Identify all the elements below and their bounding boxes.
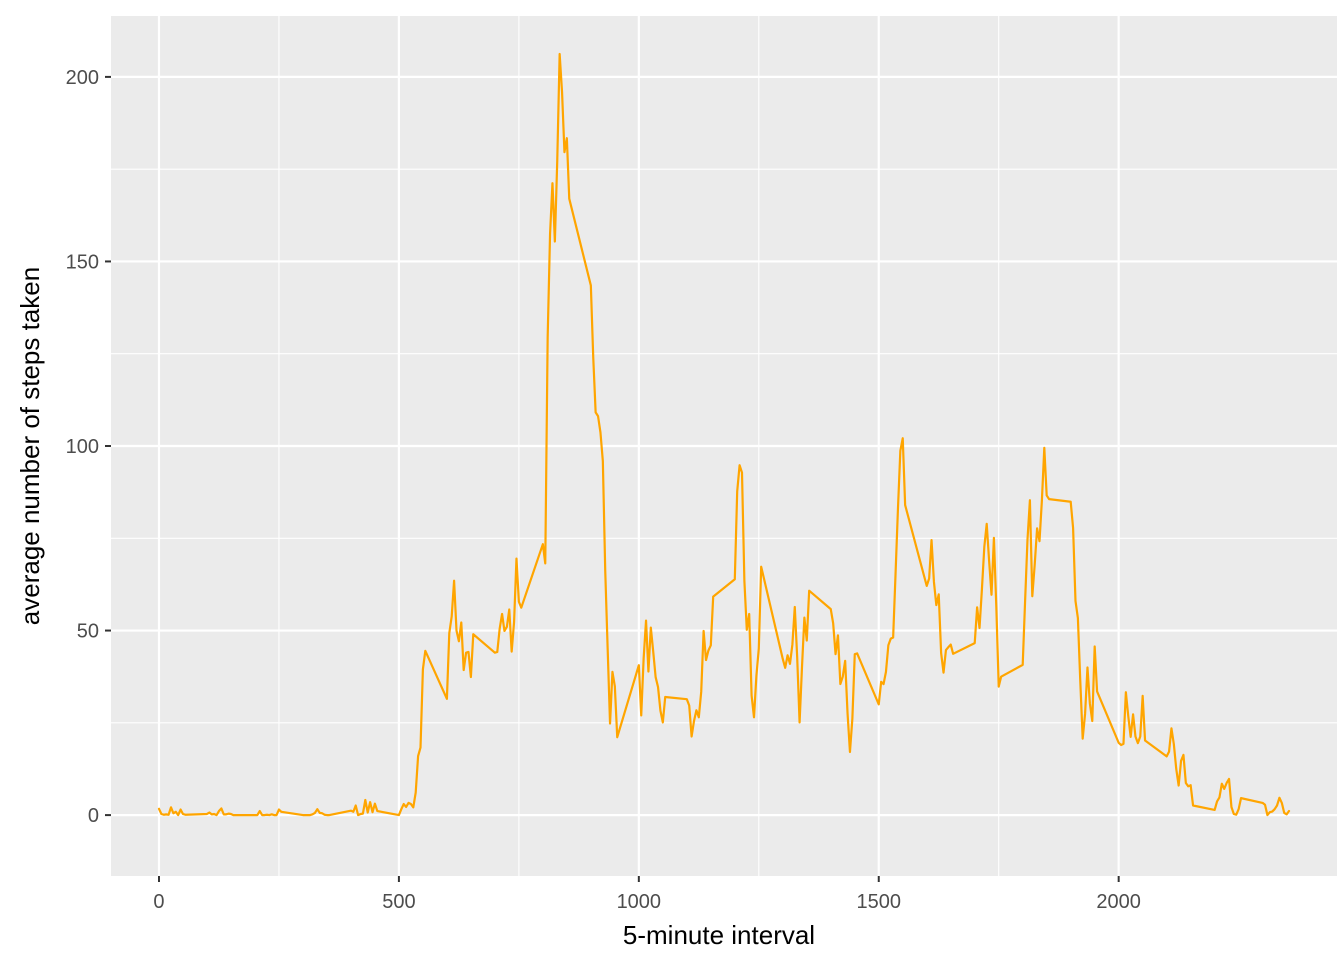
x-tick-label: 500 [382,891,415,913]
x-axis: 0 500 1000 1500 2000 [153,876,1141,913]
x-tick-label: 0 [153,891,164,913]
y-tick-label: 50 [77,621,99,643]
y-axis: 0 50 100 150 200 [66,67,111,827]
series-line [157,52,1291,817]
x-tick-label: 2000 [1096,891,1141,913]
y-tick-label: 0 [88,805,99,827]
y-tick-label: 100 [66,436,99,458]
y-tick-label: 150 [66,251,99,273]
x-axis-title: 5-minute interval [623,920,815,950]
x-tick-label: 1000 [617,891,662,913]
major-gridlines [111,16,1337,876]
y-tick-label: 200 [66,67,99,89]
x-tick-label: 1500 [856,891,901,913]
y-axis-title: average number of steps taken [15,267,45,625]
